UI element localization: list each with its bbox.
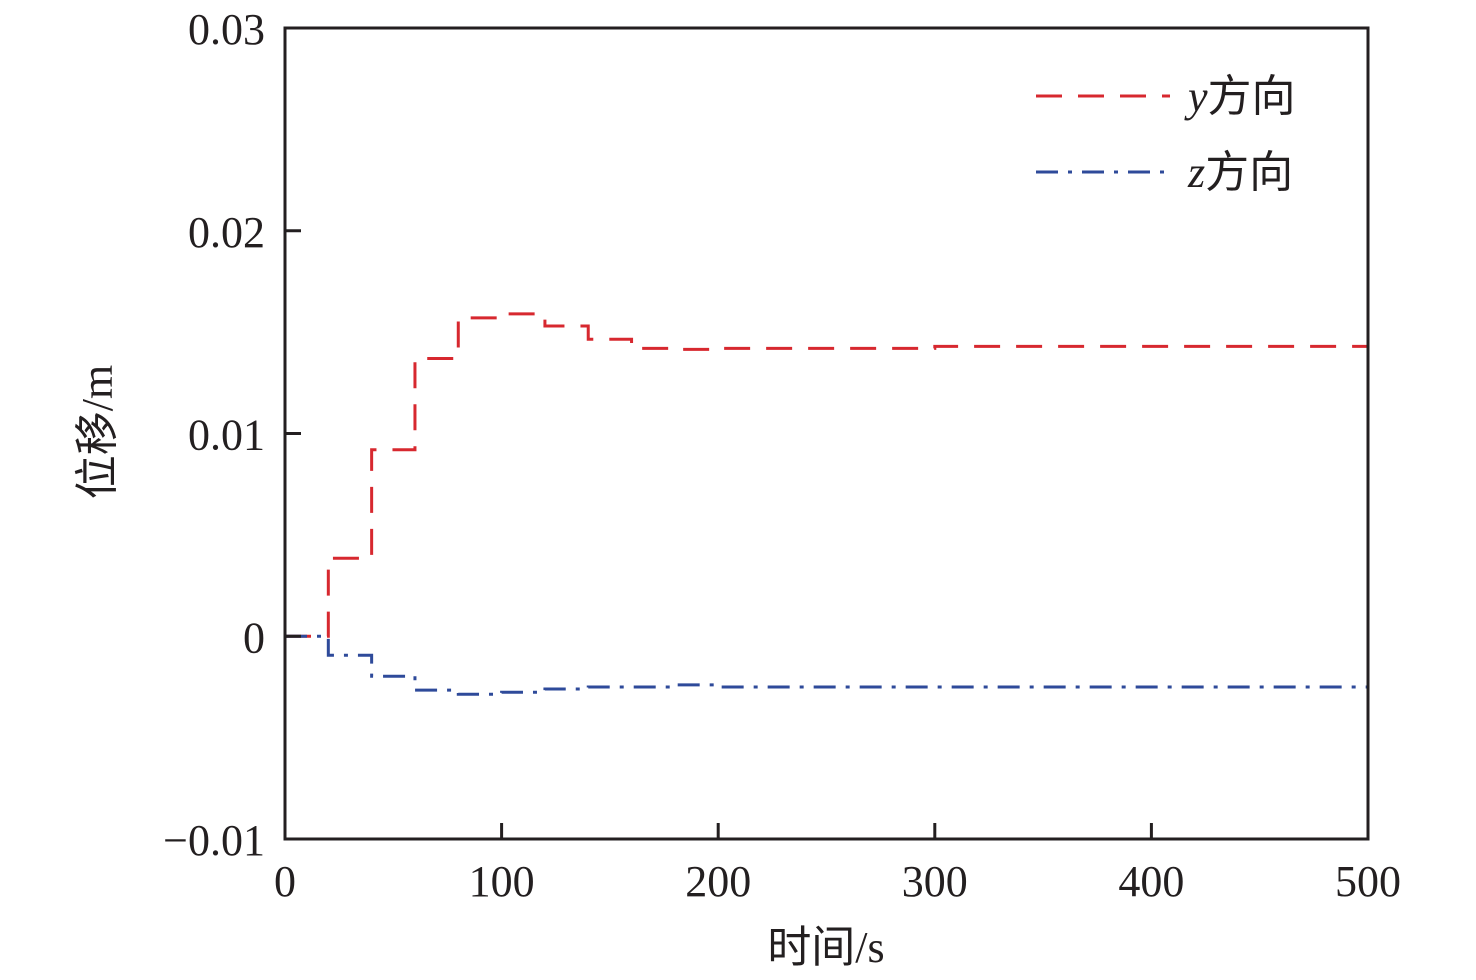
x-tick-label: 0 [274,857,296,906]
series-line-y [285,312,1368,638]
y-tick-label: 0.03 [188,5,265,54]
legend-label-z: z方向 [1187,148,1293,197]
series-line-z [285,634,1368,696]
y-tick-label: 0.01 [188,411,265,460]
x-tick-label: 300 [902,857,968,906]
legend-label-y: y方向 [1184,72,1296,121]
plot-area [285,312,1368,696]
y-tick-label: −0.01 [163,816,265,865]
y-tick-label: 0.02 [188,208,265,257]
x-tick-label: 400 [1118,857,1184,906]
legend: y方向 z方向 [1036,72,1296,197]
x-tick-label: 200 [685,857,751,906]
x-tick-label: 100 [469,857,535,906]
x-tick-label: 500 [1335,857,1401,906]
x-axis-label: 时间/s [767,923,884,972]
y-tick-label: 0 [243,613,265,662]
y-axis-label: 位移/m [73,365,122,499]
